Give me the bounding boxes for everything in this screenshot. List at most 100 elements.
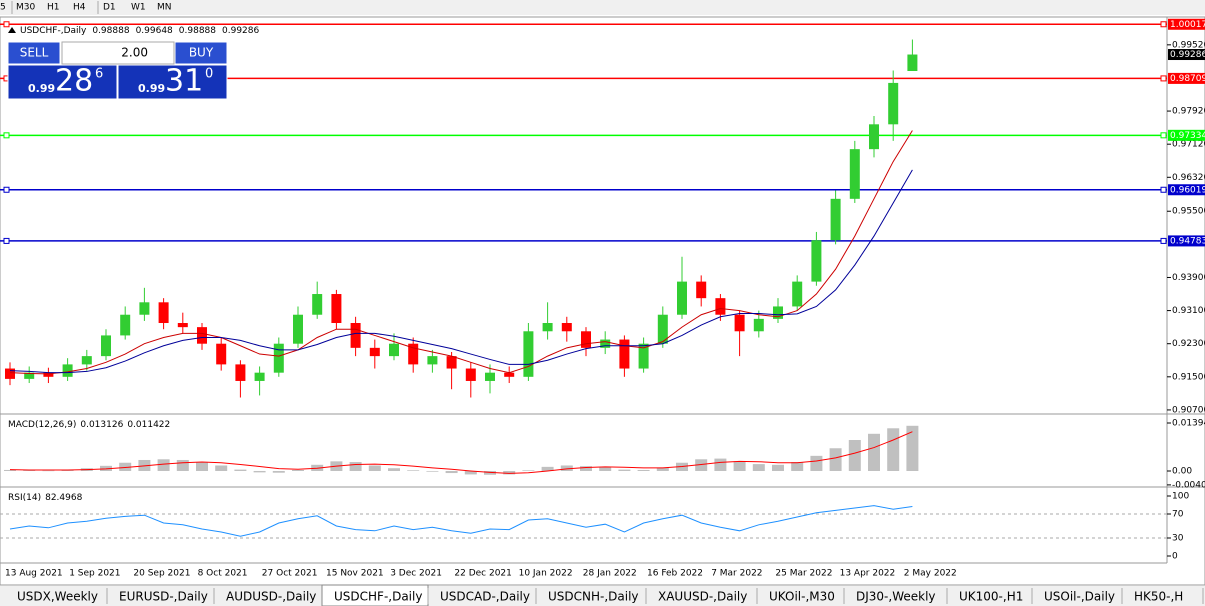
x-tick-label: 3 Dec 2021 — [390, 569, 442, 579]
y-tick-label: 0.01394 — [1172, 418, 1205, 428]
timeframe-button[interactable]: H1 — [47, 3, 60, 13]
level-price-label: 0.97334 — [1170, 131, 1205, 141]
chart-tab[interactable]: USDCNH-,Daily — [548, 590, 639, 604]
moving-average — [9, 130, 913, 375]
timeframe-button[interactable]: 5 — [0, 3, 6, 13]
candle-body — [677, 281, 687, 315]
candle-body — [581, 331, 591, 348]
header-value: 0.98888 — [92, 26, 129, 36]
macd-bar — [829, 448, 842, 471]
candle-body — [792, 281, 803, 307]
candle-body — [81, 356, 92, 365]
candle-body — [369, 347, 380, 357]
candle-body — [427, 356, 438, 365]
x-tick-label: 7 Mar 2022 — [711, 569, 762, 579]
timeframe-button[interactable]: M30 — [16, 3, 35, 13]
timeframe-button[interactable]: D1 — [103, 3, 116, 13]
chart-tab[interactable]: DJ30-,Weekly — [856, 590, 936, 604]
level-price-box — [1168, 235, 1205, 247]
chart-tab[interactable]: HK50-,H — [1134, 590, 1183, 604]
level-anchor — [1160, 21, 1167, 28]
header-value: 0.99286 — [222, 26, 259, 36]
candle-body — [773, 306, 783, 319]
timeframe-button[interactable]: W1 — [131, 3, 146, 13]
level-anchor — [3, 21, 10, 28]
indicator-value: MACD(12,26,9) — [8, 420, 76, 430]
sell-label: SELL — [20, 46, 49, 60]
chart-tab[interactable]: EURUSD-,Daily — [119, 590, 208, 604]
chart-tab[interactable]: AUDUSD-,Daily — [226, 590, 316, 604]
timeframe-button[interactable]: H4 — [73, 3, 86, 13]
level-price-box — [1168, 18, 1205, 30]
candle-body — [888, 82, 899, 125]
macd-bar — [176, 459, 189, 471]
macd-bar — [253, 470, 266, 473]
chart-tab[interactable]: UK100-,H1 — [959, 590, 1023, 604]
level-anchor — [1160, 75, 1167, 82]
macd-bar — [4, 469, 16, 471]
indicator-label: RSI(14) 82.4968 — [8, 493, 83, 503]
rsi-line — [9, 505, 913, 537]
x-tick-label: 2 May 2022 — [904, 569, 957, 579]
candle-body — [600, 339, 611, 348]
macd-bar — [292, 469, 304, 471]
level-price-label: 0.98709 — [1170, 74, 1205, 84]
current-price-label: 0.99286 — [1170, 50, 1205, 60]
chart-tab[interactable]: USDX,Weekly — [17, 590, 98, 604]
buy-button[interactable] — [174, 41, 228, 65]
macd-bar — [23, 470, 36, 471]
sell-button[interactable] — [7, 41, 61, 65]
candle-body — [216, 343, 227, 365]
ask-price-box[interactable] — [117, 64, 228, 100]
x-tick-label: 13 Apr 2022 — [840, 569, 896, 579]
current-price-box — [1168, 49, 1205, 61]
lots-input[interactable] — [61, 41, 175, 65]
bid-price-big: 0.99 — [28, 82, 55, 95]
moving-average — [9, 169, 913, 374]
chart-tab[interactable]: USDCAD-,Daily — [440, 590, 530, 604]
candle-body — [734, 314, 745, 332]
chart-tab[interactable]: USOil-,Daily — [1044, 590, 1115, 604]
candle-body — [312, 294, 323, 315]
bid-price-box[interactable] — [7, 64, 118, 100]
candle-body — [696, 281, 707, 299]
indicator-label: MACD(12,26,9) 0.013126 0.011422 — [8, 420, 170, 430]
candle-body — [715, 298, 726, 315]
macd-bar — [560, 465, 573, 471]
macd-bar — [445, 470, 458, 474]
x-tick-label: 8 Oct 2021 — [198, 569, 248, 579]
candle-body — [408, 343, 419, 365]
macd-bar — [407, 470, 420, 471]
candle-body — [619, 339, 630, 369]
macd-bar — [426, 470, 439, 472]
level-price-box — [1168, 129, 1205, 141]
level-anchor — [3, 186, 10, 193]
timeframe-button[interactable]: MN — [157, 3, 172, 13]
macd-bar — [848, 440, 861, 471]
candle-body — [657, 314, 668, 344]
indicator-value: 0.011422 — [127, 420, 170, 430]
chart-tab[interactable]: XAUUSD-,Daily — [658, 590, 747, 604]
chart-tab[interactable]: UKOil-,M30 — [769, 590, 835, 604]
macd-bar — [791, 462, 804, 471]
y-tick-label: 0.00 — [1172, 466, 1192, 476]
tab-bar — [0, 586, 1205, 606]
macd-bar — [464, 470, 477, 475]
candle-body — [830, 198, 841, 241]
level-anchor — [1160, 132, 1167, 139]
candle-body — [504, 372, 515, 377]
y-tick-label: 0.90700 — [1172, 405, 1205, 415]
candle-body — [43, 372, 54, 377]
candle-body — [235, 364, 246, 381]
chart-tab[interactable]: USDCHF-,Daily — [334, 590, 422, 604]
macd-bar — [119, 462, 132, 471]
macd-bar — [368, 465, 381, 471]
candle-body — [350, 323, 361, 348]
macd-bar — [906, 425, 919, 471]
